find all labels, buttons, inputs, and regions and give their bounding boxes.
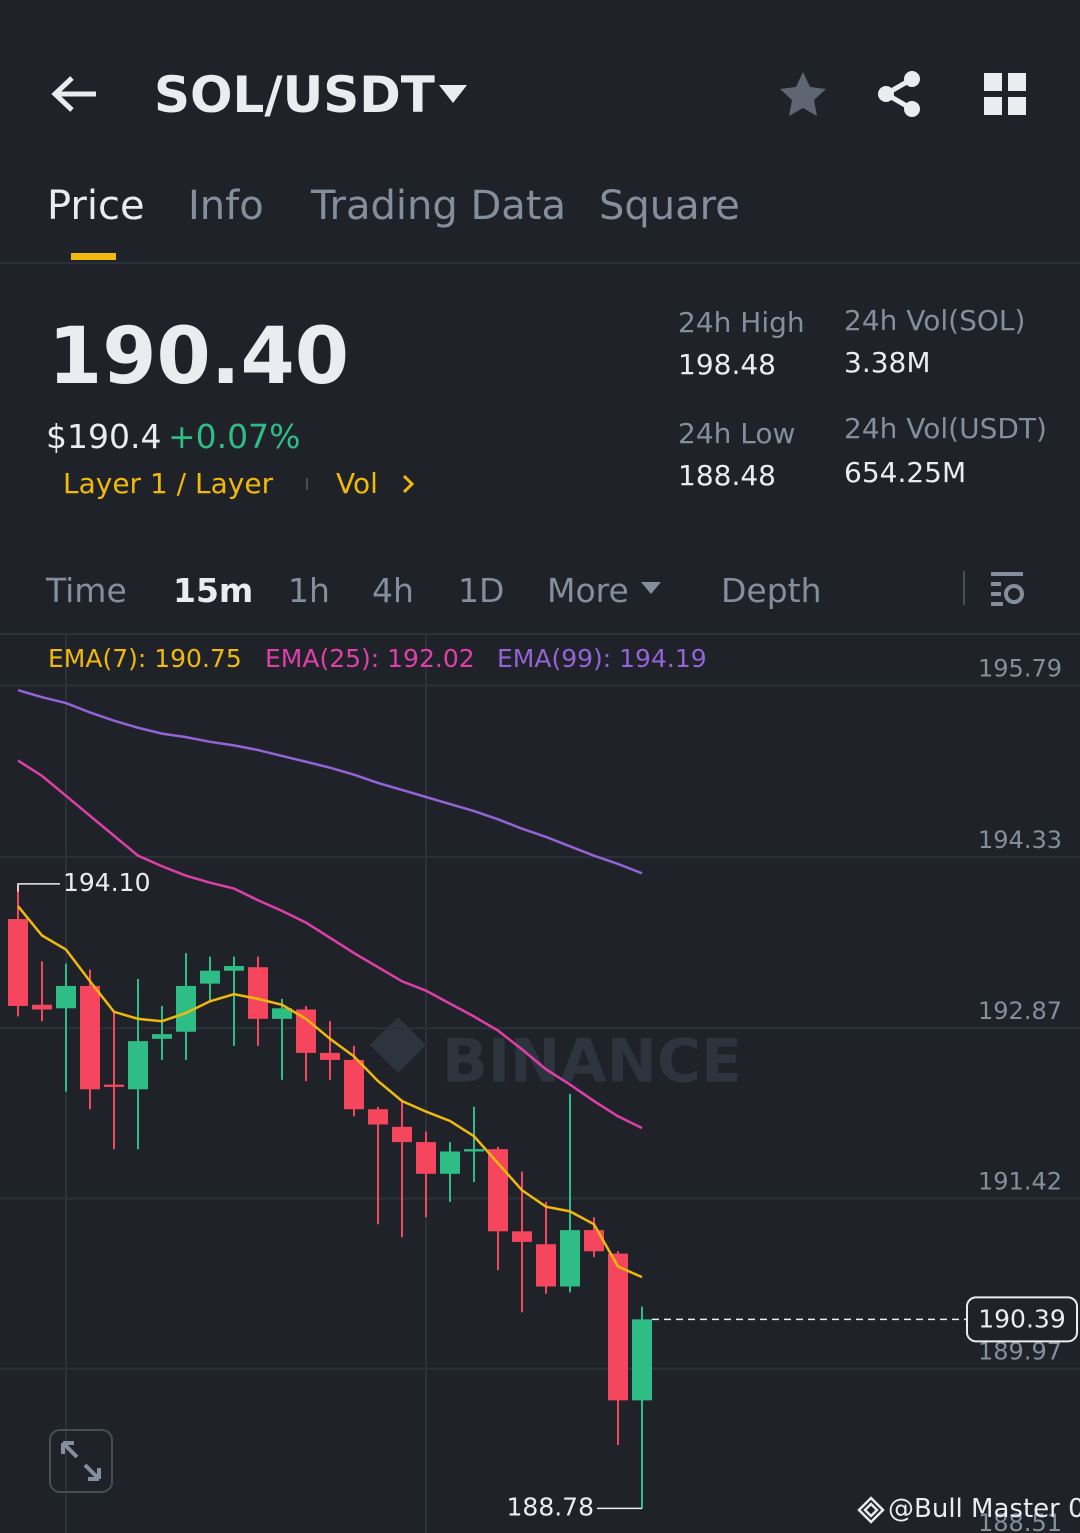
candle-body — [128, 1041, 148, 1090]
ema-legend: EMA(25): 192.02 — [265, 644, 475, 673]
candle-body — [56, 985, 76, 1009]
chevron — [402, 474, 415, 494]
stat-value: 198.48 — [678, 348, 776, 381]
candle-body — [224, 966, 244, 971]
separator — [306, 478, 308, 490]
tab[interactable]: Square — [599, 183, 740, 229]
fullscreen-button[interactable] — [49, 1429, 113, 1493]
usd-price: $190.4 — [46, 417, 162, 456]
interval[interactable]: More — [547, 571, 629, 610]
stat-value: 654.25M — [844, 456, 967, 489]
last-price-box — [966, 1296, 1078, 1343]
candle-body — [464, 1149, 484, 1152]
last-price-label: 190.39 — [978, 1304, 1065, 1333]
candle-body — [176, 985, 196, 1032]
tab-indicator — [71, 253, 116, 260]
candle-body — [8, 919, 28, 1006]
candle-body — [440, 1151, 460, 1174]
y-tick-label: 194.33 — [978, 826, 1062, 854]
candle-body — [344, 1059, 364, 1110]
user-watermark: @Bull Master 01 — [888, 1494, 1080, 1524]
candle-body — [32, 1004, 52, 1010]
candle-body — [152, 1034, 172, 1039]
interval-active[interactable]: 15m — [173, 571, 254, 610]
stat-label: 24h Low — [678, 417, 796, 450]
stat-value: 188.48 — [678, 459, 776, 492]
ema-line — [17, 905, 643, 1279]
candle-body — [584, 1230, 604, 1252]
candle-body — [248, 967, 268, 1019]
candle-body — [392, 1126, 412, 1143]
tab[interactable]: Info — [188, 183, 264, 229]
tab[interactable]: Trading Data — [311, 183, 566, 229]
pair-dropdown[interactable] — [438, 84, 468, 104]
interval[interactable]: Depth — [721, 571, 822, 610]
separator — [963, 571, 965, 605]
interval[interactable]: Time — [46, 571, 127, 610]
y-tick-label: 191.42 — [978, 1167, 1062, 1195]
candle-body — [104, 1084, 124, 1087]
candle-body — [272, 1008, 292, 1019]
candle-body — [608, 1253, 628, 1401]
stat-label: 24h Vol(USDT) — [844, 412, 1047, 445]
fullscreen-icon — [61, 1441, 101, 1481]
candlestick-chart: BINANCE 195.79194.33192.87191.42189.9718… — [0, 635, 1080, 1533]
pair-title[interactable]: SOL/USDT — [154, 66, 435, 124]
candle-body — [536, 1244, 556, 1287]
share-button[interactable] — [876, 70, 924, 118]
ema-line — [17, 688, 643, 875]
watermark: BINANCE — [442, 1027, 742, 1097]
stat-label: 24h High — [678, 306, 805, 339]
divider — [0, 262, 1080, 264]
candle-body — [296, 1009, 316, 1053]
candle-body — [320, 1052, 340, 1060]
candle-body — [200, 970, 220, 984]
ema-legend: EMA(99): 194.19 — [497, 644, 707, 673]
high-marker-line — [17, 883, 60, 892]
more-dropdown[interactable] — [640, 581, 662, 595]
candle-body — [80, 985, 100, 1090]
tab-active[interactable]: Price — [47, 183, 145, 229]
interval[interactable]: 1h — [288, 571, 330, 610]
chart-settings[interactable] — [989, 571, 1027, 607]
ema-line — [17, 759, 643, 1130]
ema-legend: EMA(7): 190.75 — [48, 644, 242, 673]
vol-tag[interactable]: Vol — [336, 467, 378, 500]
stat-label: 24h Vol(SOL) — [844, 304, 1026, 337]
interval[interactable]: 1D — [458, 571, 505, 610]
favorite-button[interactable] — [778, 70, 828, 118]
low-marker-label: 188.78 — [507, 1492, 594, 1521]
price-change: +0.07% — [168, 417, 301, 456]
high-marker-label: 194.10 — [63, 868, 150, 897]
category-tag[interactable]: Layer 1 / Layer — [63, 467, 274, 500]
watermark-logo — [370, 1017, 426, 1073]
y-tick-label: 192.87 — [978, 997, 1062, 1025]
candle-body — [368, 1109, 388, 1125]
candle-body — [416, 1142, 436, 1174]
stat-value: 3.38M — [844, 346, 931, 379]
last-price: 190.40 — [48, 312, 349, 402]
watermark-icon — [857, 1496, 885, 1524]
candle-body — [560, 1230, 580, 1287]
divider — [0, 633, 1080, 635]
y-tick-label: 195.79 — [978, 654, 1062, 682]
candle-body — [512, 1231, 532, 1242]
candle-body — [632, 1319, 652, 1401]
interval[interactable]: 4h — [372, 571, 414, 610]
layout-button[interactable] — [984, 73, 1028, 115]
y-tick-label: 188.51 — [978, 1509, 1062, 1533]
back-button[interactable] — [50, 74, 100, 114]
